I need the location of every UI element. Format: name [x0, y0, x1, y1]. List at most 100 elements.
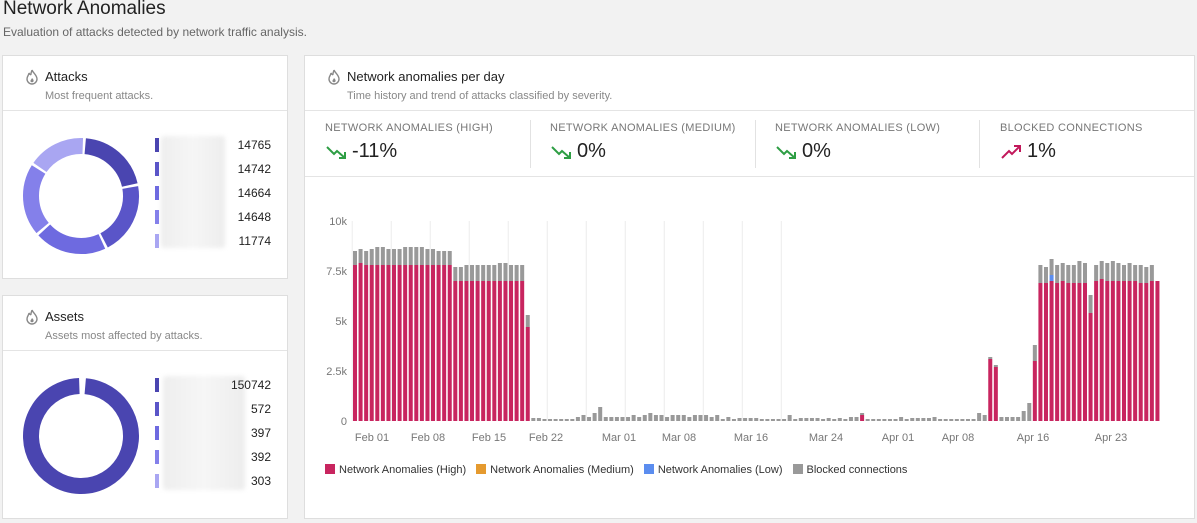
bar-segment[interactable]: [776, 419, 781, 421]
bar-segment[interactable]: [988, 359, 993, 421]
bar-segment[interactable]: [720, 419, 725, 421]
bar-segment[interactable]: [1016, 417, 1021, 421]
bar-segment[interactable]: [375, 265, 380, 421]
bar-segment[interactable]: [475, 281, 480, 421]
bar-segment[interactable]: [860, 415, 865, 421]
bar-segment[interactable]: [1038, 265, 1043, 283]
bar-segment[interactable]: [993, 367, 998, 421]
bar-segment[interactable]: [793, 419, 798, 421]
bar-segment[interactable]: [1060, 281, 1065, 421]
bar-segment[interactable]: [848, 417, 853, 421]
bar-segment[interactable]: [1138, 265, 1143, 283]
bar-segment[interactable]: [748, 418, 753, 421]
bar-segment[interactable]: [1094, 265, 1099, 281]
bar-segment[interactable]: [943, 419, 948, 421]
legend-item[interactable]: 14765: [155, 136, 271, 156]
bar-segment[interactable]: [386, 249, 391, 265]
bar-segment[interactable]: [525, 315, 530, 327]
bar-segment[interactable]: [993, 365, 998, 367]
bar-segment[interactable]: [425, 265, 430, 421]
bar-segment[interactable]: [676, 415, 681, 421]
bar-segment[interactable]: [369, 249, 374, 265]
bar-segment[interactable]: [770, 419, 775, 421]
bar-segment[interactable]: [1066, 283, 1071, 421]
bar-segment[interactable]: [731, 419, 736, 421]
bar-segment[interactable]: [938, 419, 943, 421]
bar-segment[interactable]: [403, 247, 408, 265]
bar-segment[interactable]: [481, 265, 486, 281]
bar-segment[interactable]: [592, 413, 597, 421]
bar-segment[interactable]: [408, 265, 413, 421]
bar-segment[interactable]: [965, 419, 970, 421]
bar-segment[interactable]: [419, 247, 424, 265]
bar-segment[interactable]: [949, 419, 954, 421]
bar-segment[interactable]: [1077, 261, 1082, 283]
bar-segment[interactable]: [497, 281, 502, 421]
bar-segment[interactable]: [709, 417, 714, 421]
bar-segment[interactable]: [1127, 263, 1132, 281]
bar-segment[interactable]: [358, 263, 363, 421]
bar-segment[interactable]: [598, 407, 603, 421]
bar-segment[interactable]: [954, 419, 959, 421]
bar-segment[interactable]: [1043, 283, 1048, 421]
bar-segment[interactable]: [642, 415, 647, 421]
bar-segment[interactable]: [821, 419, 826, 421]
bar-segment[interactable]: [386, 265, 391, 421]
attacks-donut-chart[interactable]: [21, 136, 141, 256]
bar-segment[interactable]: [737, 418, 742, 421]
bar-segment[interactable]: [1038, 283, 1043, 421]
bar-segment[interactable]: [419, 265, 424, 421]
bar-segment[interactable]: [715, 415, 720, 421]
chart-legend-item[interactable]: Network Anomalies (Low): [643, 464, 783, 476]
bar-segment[interactable]: [692, 415, 697, 421]
bar-segment[interactable]: [486, 265, 491, 281]
bar-segment[interactable]: [637, 417, 642, 421]
bar-segment[interactable]: [1121, 265, 1127, 281]
bar-segment[interactable]: [653, 415, 658, 421]
bar-segment[interactable]: [759, 419, 764, 421]
bar-segment[interactable]: [364, 265, 369, 421]
attacks-donut-slice[interactable]: [33, 138, 84, 173]
bar-segment[interactable]: [380, 247, 385, 265]
bar-segment[interactable]: [1055, 283, 1060, 421]
bar-segment[interactable]: [1144, 283, 1149, 421]
attacks-donut-slice[interactable]: [38, 224, 106, 254]
bar-segment[interactable]: [425, 249, 430, 265]
bar-segment[interactable]: [442, 251, 447, 265]
bar-segment[interactable]: [860, 413, 865, 415]
bar-segment[interactable]: [1043, 267, 1048, 283]
bar-segment[interactable]: [520, 281, 525, 421]
attacks-donut-slice[interactable]: [84, 138, 138, 188]
legend-item[interactable]: 14648: [155, 208, 271, 228]
bar-segment[interactable]: [971, 419, 976, 421]
bar-segment[interactable]: [1138, 283, 1143, 421]
chart-legend-item[interactable]: Blocked connections: [792, 464, 907, 476]
bar-segment[interactable]: [364, 251, 369, 265]
bar-segment[interactable]: [687, 417, 692, 421]
legend-item[interactable]: 150742: [155, 376, 271, 396]
bar-segment[interactable]: [603, 417, 608, 421]
bar-segment[interactable]: [564, 419, 569, 421]
anomalies-bar-chart[interactable]: 0 2.5k 5k 7.5k 10k Feb 01 Feb 08 Feb 15 Feb 22 Ma…: [305, 186, 1165, 456]
legend-item[interactable]: 572: [155, 400, 271, 420]
chart-legend-item[interactable]: Network Anomalies (Medium): [476, 464, 634, 476]
bar-segment[interactable]: [1144, 267, 1149, 283]
bar-segment[interactable]: [1127, 281, 1132, 421]
bar-segment[interactable]: [1094, 281, 1099, 421]
bar-segment[interactable]: [1049, 259, 1054, 275]
bar-segment[interactable]: [698, 415, 703, 421]
bar-segment[interactable]: [882, 419, 887, 421]
bar-segment[interactable]: [977, 413, 982, 421]
bar-segment[interactable]: [587, 417, 592, 421]
bar-segment[interactable]: [581, 415, 586, 421]
bar-segment[interactable]: [403, 265, 408, 421]
bar-segment[interactable]: [837, 418, 842, 421]
bar-segment[interactable]: [470, 281, 475, 421]
bar-segment[interactable]: [1032, 361, 1037, 421]
bar-segment[interactable]: [1133, 265, 1138, 281]
bar-segment[interactable]: [960, 419, 965, 421]
bar-segment[interactable]: [726, 417, 731, 421]
legend-item[interactable]: 392: [155, 448, 271, 468]
bar-segment[interactable]: [1149, 281, 1154, 421]
bar-segment[interactable]: [536, 418, 541, 421]
